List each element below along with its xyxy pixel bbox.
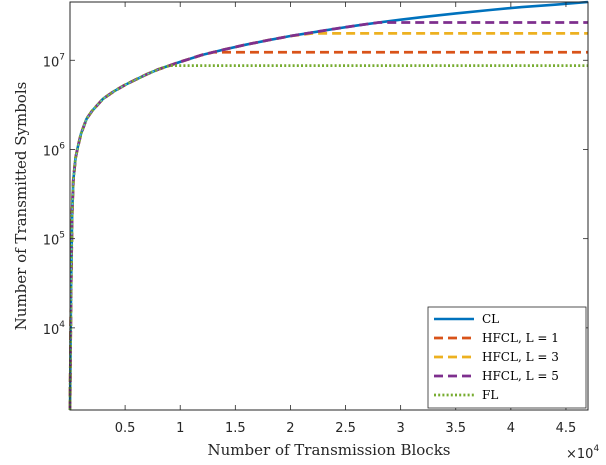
legend-label-1: HFCL, L = 1 (482, 331, 559, 345)
x-axis-label: Number of Transmission Blocks (208, 441, 451, 459)
x-tick-label-1: 1 (176, 421, 184, 436)
x-tick-label-6: 3.5 (445, 421, 466, 436)
x-tick-label-3: 2 (286, 421, 294, 436)
y-tick-label-0: 104 (43, 320, 66, 338)
y-tick-label-exp-3: 7 (59, 52, 65, 62)
legend: CL HFCL, L = 1 HFCL, L = 3 HFCL, L = 5 FL (427, 306, 587, 409)
x-tick-label-4: 2.5 (335, 421, 356, 436)
y-tick-label-exp-0: 4 (59, 320, 65, 330)
x-multiplier-base: ×10 (566, 447, 593, 462)
legend-label-3: HFCL, L = 5 (482, 369, 559, 383)
y-tick-label-3: 107 (43, 52, 65, 70)
x-multiplier-exponent: 4 (593, 444, 599, 454)
x-tick-label-8: 4.5 (556, 421, 577, 436)
series-layer (68, 0, 589, 411)
y-tick-label-exp-1: 5 (59, 231, 65, 241)
y-tick-label-base-1: 10 (43, 234, 60, 249)
x-tick-label-7: 4 (507, 421, 515, 436)
x-tick-label-5: 3 (396, 421, 404, 436)
legend-label-2: HFCL, L = 3 (482, 350, 559, 364)
x-tick-label-2: 1.5 (225, 421, 246, 436)
y-tick-label-1: 105 (43, 231, 65, 249)
y-tick-label-base-2: 10 (43, 144, 60, 159)
x-tick-label-0: 0.5 (115, 421, 136, 436)
legend-items: CL HFCL, L = 1 HFCL, L = 3 HFCL, L = 5 FL (434, 312, 559, 402)
x-multiplier: ×104 (566, 444, 599, 462)
legend-label-4: FL (482, 388, 498, 402)
y-axis-label: Number of Transmitted Symbols (12, 82, 30, 331)
y-tick-label-exp-2: 6 (59, 141, 65, 151)
series-overlap-highlight (69, 68, 159, 411)
plot-frame (69, 1, 589, 411)
y-tick-label-base-3: 10 (43, 55, 60, 70)
legend-label-0: CL (482, 312, 499, 326)
y-tick-label-base-0: 10 (43, 323, 60, 338)
y-tick-label-2: 106 (43, 141, 66, 159)
